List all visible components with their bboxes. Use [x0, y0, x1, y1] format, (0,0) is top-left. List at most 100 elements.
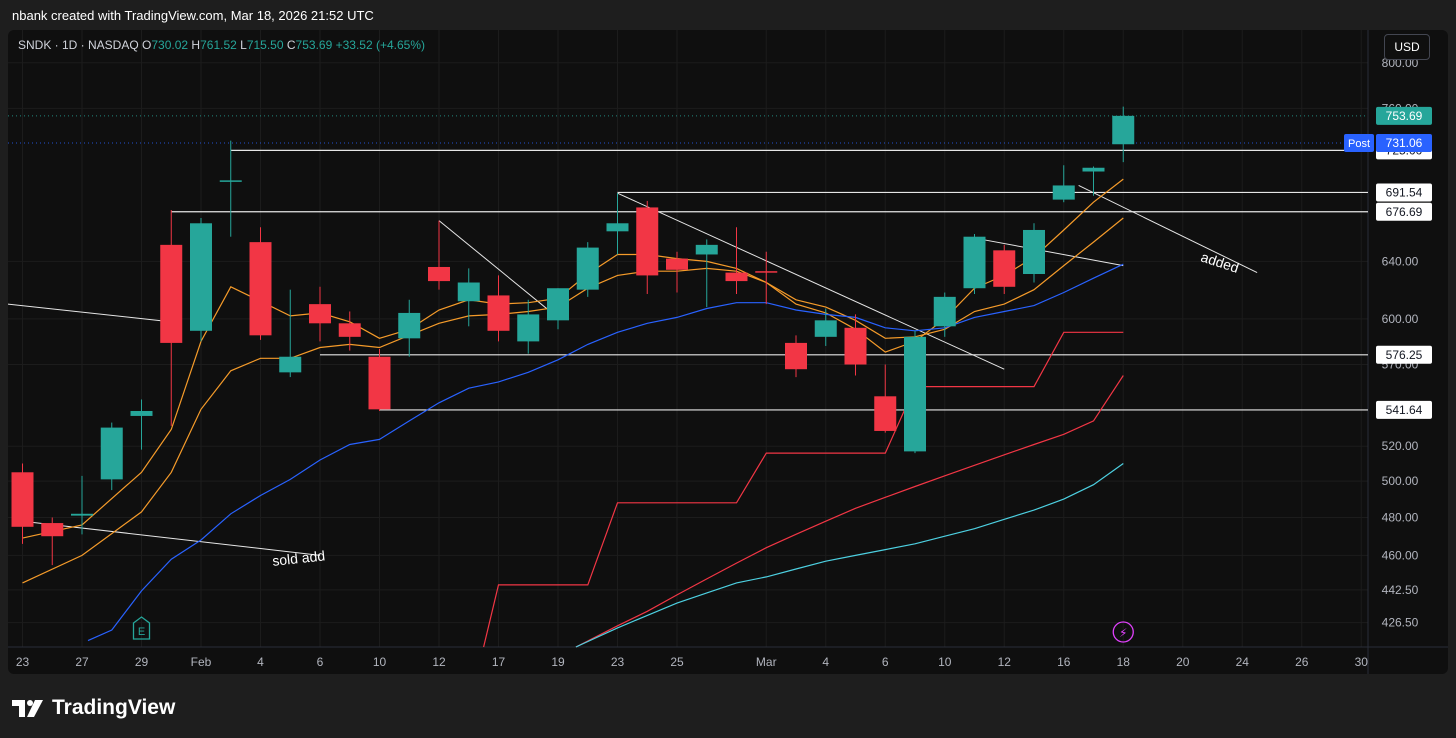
candlestick-chart[interactable]: sold add added 800.00760.00640.00600.0057… [8, 30, 1448, 674]
event-marker-label: ⚡ [1119, 626, 1127, 640]
candle-down [11, 472, 34, 527]
post-tag-box [1344, 133, 1374, 152]
candle-up [279, 356, 302, 373]
x-tick-label: 12 [432, 655, 446, 669]
level-price-label: 576.25 [1386, 348, 1423, 362]
candle-up [517, 314, 540, 342]
x-tick-label: 6 [317, 655, 324, 669]
trend-line [974, 237, 1124, 267]
candle-up [100, 427, 123, 480]
y-tick-label: 640.00 [1382, 254, 1419, 268]
candle-up [695, 244, 718, 255]
tradingview-logo-icon [12, 700, 43, 717]
x-tick-label: 18 [1117, 655, 1131, 669]
candle-down [874, 396, 897, 431]
moving-average-line [87, 263, 1124, 642]
time-axis: 23 27 29 Feb 4 6 10 12 17 19 23 25 Mar 4 6 10 12 16 18 20 24… [16, 655, 1368, 669]
trend-line [1078, 185, 1258, 274]
candles [11, 106, 1135, 566]
candle-up [1082, 167, 1105, 172]
candle-up [130, 410, 153, 416]
moving-average-line [22, 217, 1124, 584]
earnings-marker-label: E [138, 626, 145, 638]
trend-line [438, 220, 553, 314]
current-price-label: 753.69 [1386, 109, 1423, 123]
event-markers: E ⚡ [132, 616, 1134, 643]
level-price-label: 691.54 [1386, 185, 1423, 199]
currency-button[interactable]: USD [1384, 34, 1430, 60]
x-tick-label: 4 [257, 655, 264, 669]
candle-up [71, 513, 93, 516]
candle-up [190, 223, 212, 331]
candle-down [755, 271, 778, 273]
x-tick-label: 24 [1236, 655, 1250, 669]
candle-down [993, 250, 1016, 287]
y-tick-label: 442.50 [1382, 583, 1419, 597]
candle-down [428, 266, 450, 282]
level-price-box [1376, 202, 1432, 221]
moving-average-line [22, 178, 1124, 539]
candle-up [963, 236, 986, 289]
candle-up [814, 320, 837, 337]
x-tick-label: 23 [611, 655, 625, 669]
trend-line [617, 192, 1005, 370]
current-price-label: 731.06 [1386, 136, 1423, 150]
legend-close: 753.69 [295, 38, 333, 52]
level-price-box [1376, 400, 1432, 419]
event-marker [1112, 621, 1134, 643]
x-tick-label: 20 [1176, 655, 1190, 669]
candle-down [41, 523, 64, 537]
x-tick-label: 26 [1295, 655, 1309, 669]
earnings-marker [132, 616, 151, 640]
x-tick-label: 23 [16, 655, 30, 669]
legend-change: +33.52 (+4.65%) [335, 38, 425, 52]
x-tick-label: 12 [998, 655, 1012, 669]
candle-up [219, 180, 242, 182]
legend-open: 730.02 [151, 38, 189, 52]
chart-panel[interactable]: sold add added 800.00760.00640.00600.0057… [8, 30, 1448, 674]
moving-average-line [575, 463, 1124, 648]
current-price-box [1376, 133, 1432, 152]
annotation-text: added [1199, 249, 1241, 276]
level-price-box [1376, 345, 1432, 364]
moving-average-line [483, 331, 1124, 648]
x-tick-label: 29 [135, 655, 149, 669]
candle-down [844, 327, 867, 365]
candle-up [457, 282, 480, 302]
candle-up [1023, 229, 1045, 275]
chart-credit: nbank created with TradingView.com, Mar … [12, 8, 374, 23]
candle-down [249, 242, 272, 336]
legend-low: 715.50 [246, 38, 284, 52]
symbol-legend: SNDK · 1D · NASDAQ O730.02 H761.52 L715.… [18, 38, 425, 52]
x-tick-label: 4 [822, 655, 829, 669]
candle-down [636, 207, 659, 276]
legend-h-label: H [191, 38, 201, 52]
candle-down [338, 323, 361, 337]
x-tick-label: 30 [1355, 655, 1369, 669]
price-axis: 800.00760.00640.00600.00570.00520.00500.… [1344, 56, 1432, 630]
candle-up [933, 296, 956, 327]
x-tick-label: 17 [492, 655, 506, 669]
x-tick-label: 16 [1057, 655, 1071, 669]
legend-symbol: SNDK · 1D · NASDAQ [18, 38, 139, 52]
candle-up [576, 247, 599, 290]
grid-lines [8, 30, 1448, 674]
horizontal-levels [8, 115, 1368, 411]
x-tick-label: 10 [373, 655, 387, 669]
annotation-text: sold add [271, 547, 325, 568]
candle-up [547, 288, 569, 321]
post-tag-label: Post [1348, 138, 1370, 150]
top-bar: nbank created with TradingView.com, Mar … [0, 0, 1456, 30]
y-tick-label: 460.00 [1382, 548, 1419, 562]
y-tick-label: 480.00 [1382, 510, 1419, 524]
moving-average-line [575, 375, 1124, 648]
x-tick-label: Feb [191, 655, 212, 669]
legend-c-label: C [286, 38, 296, 52]
candle-up [606, 223, 629, 232]
x-tick-label: Mar [756, 655, 777, 669]
tradingview-logo[interactable]: TradingView [12, 694, 175, 722]
candle-down [309, 304, 331, 324]
x-tick-label: 19 [551, 655, 565, 669]
candle-up [398, 312, 421, 339]
legend-l-label: L [240, 38, 247, 52]
